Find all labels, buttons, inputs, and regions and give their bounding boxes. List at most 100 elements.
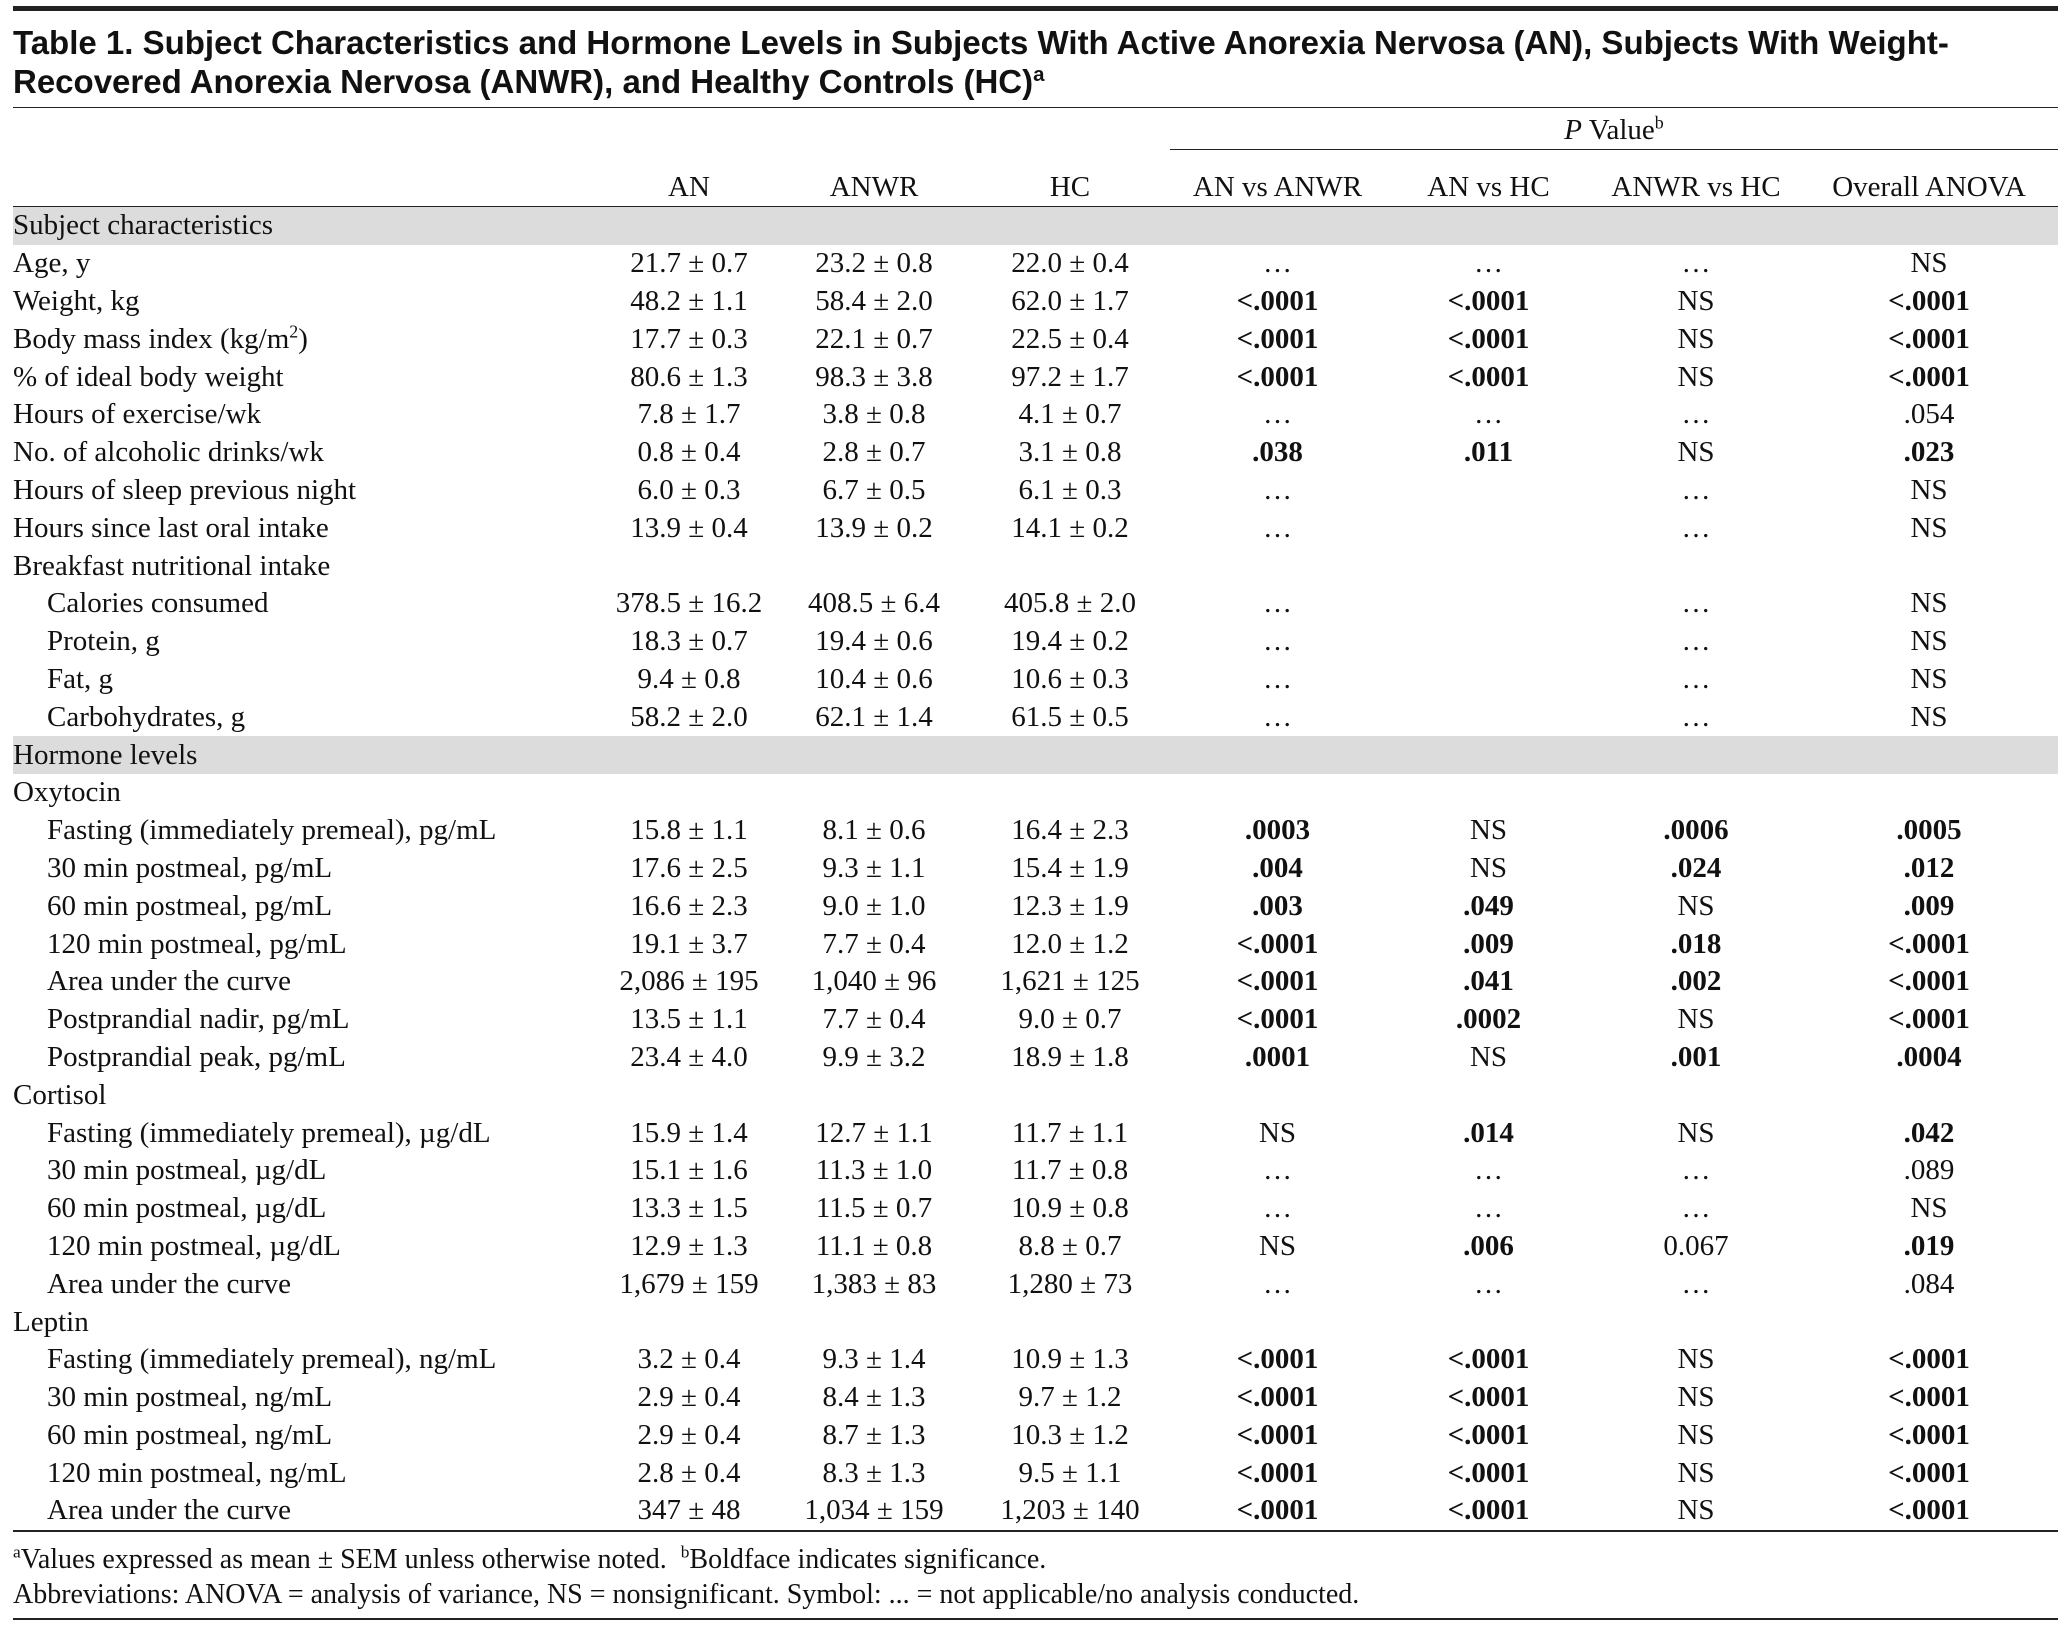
row-label: Area under the curve bbox=[13, 1492, 600, 1531]
item-row: No. of alcoholic drinks/wk 0.8 ± 0.4 2.8 ±… bbox=[13, 434, 2058, 472]
p-value-cell: <.0001 bbox=[1236, 1456, 1319, 1489]
column-header: AN vs ANWR bbox=[1170, 156, 1385, 207]
sub-row: Calories consumed 378.5 ± 16.2 408.5 ± 6.4… bbox=[13, 585, 2058, 623]
row-label: 30 min postmeal, ng/mL bbox=[13, 1379, 600, 1417]
group-row: Oxytocin bbox=[13, 774, 2058, 812]
value-cell: 9.3 ± 1.4 bbox=[822, 1343, 926, 1376]
value-cell: 23.4 ± 4.0 bbox=[630, 1040, 748, 1073]
label-text: 30 min postmeal, µg/dL bbox=[47, 1154, 327, 1187]
value-cell: 9.0 ± 0.7 bbox=[1018, 1003, 1122, 1036]
p-value-cell: NS bbox=[1258, 1229, 1297, 1262]
p-value-cell: NS bbox=[1910, 662, 1948, 695]
p-text: Value bbox=[1582, 114, 1655, 146]
p-value-cell: <.0001 bbox=[1888, 1381, 1970, 1414]
p-value-cell: NS bbox=[1677, 1418, 1715, 1451]
label-text: Postprandial peak, pg/mL bbox=[47, 1040, 346, 1073]
p-value-cell: <.0001 bbox=[1236, 927, 1319, 960]
p-value-cell: .001 bbox=[1670, 1040, 1722, 1073]
sub-row: Area under the curve 2,086 ± 195 1,040 ± 9… bbox=[13, 963, 2058, 1001]
label-text: Protein, g bbox=[47, 625, 160, 658]
p-value-cell bbox=[1385, 698, 1592, 736]
p-value-cell: … bbox=[1474, 1267, 1503, 1300]
value-cell: 1,280 ± 73 bbox=[1007, 1267, 1133, 1300]
value-cell: 16.4 ± 2.3 bbox=[1011, 814, 1129, 847]
p-value-cell: .014 bbox=[1463, 1116, 1514, 1149]
row-label: Calories consumed bbox=[13, 585, 600, 623]
label-text: Area under the curve bbox=[47, 1267, 291, 1300]
p-value-cell: .023 bbox=[1903, 436, 1955, 469]
p-value-cell: … bbox=[1681, 398, 1711, 431]
value-cell: 16.6 ± 2.3 bbox=[630, 889, 748, 922]
value-cell: 19.4 ± 0.2 bbox=[1011, 625, 1129, 658]
value-cell: 9.3 ± 1.1 bbox=[822, 851, 926, 884]
label-text: Calories consumed bbox=[47, 587, 269, 620]
value-cell: 15.4 ± 1.9 bbox=[1011, 851, 1129, 884]
p-value-cell: .0001 bbox=[1244, 1040, 1311, 1073]
column-header: AN bbox=[600, 156, 778, 207]
p-value-cell: NS bbox=[1469, 851, 1508, 884]
p-value-cell: NS bbox=[1677, 889, 1715, 922]
p-value-cell: <.0001 bbox=[1447, 1418, 1530, 1451]
value-cell: 62.0 ± 1.7 bbox=[1011, 284, 1129, 317]
value-cell: 8.8 ± 0.7 bbox=[1018, 1229, 1122, 1262]
row-label: Subject characteristics bbox=[13, 206, 2059, 245]
p-value-cell: … bbox=[1263, 473, 1292, 506]
p-value-cell bbox=[1385, 585, 1592, 623]
p-value-cell: <.0001 bbox=[1236, 1418, 1319, 1451]
p-value-cell: <.0001 bbox=[1236, 322, 1319, 355]
value-cell: 9.0 ± 1.0 bbox=[822, 889, 926, 922]
p-value-cell: <.0001 bbox=[1447, 284, 1530, 317]
p-value-cell: … bbox=[1263, 247, 1292, 280]
p-value-cell: <.0001 bbox=[1447, 1456, 1530, 1489]
p-value-cell: <.0001 bbox=[1888, 965, 1970, 998]
label-text: Area under the curve bbox=[47, 965, 291, 998]
value-cell: 10.6 ± 0.3 bbox=[1011, 662, 1129, 695]
row-label: Hours since last oral intake bbox=[13, 509, 600, 547]
value-cell: 2.8 ± 0.4 bbox=[637, 1456, 741, 1489]
label-text: 30 min postmeal, pg/mL bbox=[47, 851, 333, 884]
value-cell: 2.9 ± 0.4 bbox=[637, 1381, 741, 1414]
label-text: Leptin bbox=[13, 1305, 89, 1338]
p-value-cell: … bbox=[1263, 625, 1292, 658]
p-value-cell: NS bbox=[1677, 360, 1715, 393]
p-value-cell: .0005 bbox=[1896, 814, 1962, 847]
footnote-line: aValues expressed as mean ± SEM unless o… bbox=[13, 1542, 2058, 1577]
p-value-cell: .012 bbox=[1903, 851, 1955, 884]
p-value-cell: <.0001 bbox=[1888, 1456, 1970, 1489]
row-label: Cortisol bbox=[13, 1076, 2058, 1114]
value-cell: 18.9 ± 1.8 bbox=[1011, 1040, 1129, 1073]
p-value-cell: … bbox=[1681, 625, 1711, 658]
p-value-cell: <.0001 bbox=[1447, 1381, 1530, 1414]
p-value-cell: NS bbox=[1258, 1116, 1297, 1149]
item-row: Hours of sleep previous night 6.0 ± 0.3 6.… bbox=[13, 472, 2058, 510]
p-value-cell: .042 bbox=[1903, 1116, 1955, 1149]
label-text: Fasting (immediately premeal), pg/mL bbox=[47, 814, 497, 847]
value-cell: 10.3 ± 1.2 bbox=[1011, 1418, 1129, 1451]
p-value-cell: … bbox=[1681, 473, 1711, 506]
sub-row: Fasting (immediately premeal), µg/dL 15.9… bbox=[13, 1114, 2058, 1152]
p-value-cell bbox=[1385, 472, 1592, 510]
sub-row: 120 min postmeal, pg/mL 19.1 ± 3.7 7.7 ± 0… bbox=[13, 925, 2058, 963]
value-cell: 13.9 ± 0.4 bbox=[630, 511, 748, 544]
label-text: % of ideal body weight bbox=[13, 360, 284, 393]
footnote-marker: a bbox=[13, 1542, 21, 1562]
p-value-cell: NS bbox=[1677, 284, 1715, 317]
p-value-cell: NS bbox=[1677, 1003, 1715, 1036]
value-cell: 9.5 ± 1.1 bbox=[1018, 1456, 1122, 1489]
value-cell: 10.9 ± 1.3 bbox=[1011, 1343, 1129, 1376]
p-value-cell: .054 bbox=[1903, 398, 1955, 431]
row-label: Hormone levels bbox=[13, 736, 2059, 774]
label-text: Hours of exercise/wk bbox=[13, 398, 262, 431]
p-value-cell: .002 bbox=[1670, 965, 1722, 998]
label-text: Age, y bbox=[13, 247, 91, 280]
p-value-cell: … bbox=[1474, 1154, 1503, 1187]
p-value-cell: … bbox=[1681, 1267, 1711, 1300]
item-row: Hours since last oral intake 13.9 ± 0.4 13… bbox=[13, 509, 2058, 547]
p-value-cell: <.0001 bbox=[1447, 1343, 1530, 1376]
label-text: 60 min postmeal, pg/mL bbox=[47, 889, 333, 922]
p-value-cell: .011 bbox=[1463, 436, 1514, 469]
row-label: Fasting (immediately premeal), µg/dL bbox=[13, 1114, 600, 1152]
p-value-cell: … bbox=[1263, 587, 1292, 620]
row-label: 30 min postmeal, pg/mL bbox=[13, 850, 600, 888]
p-value-cell: NS bbox=[1910, 587, 1948, 620]
